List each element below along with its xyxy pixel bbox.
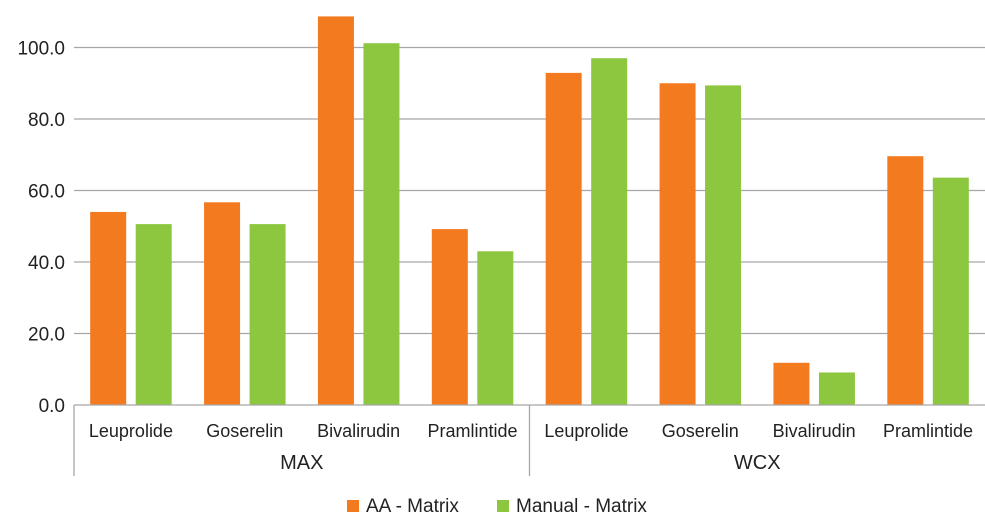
legend: AA - Matrix Manual - Matrix — [347, 496, 647, 517]
x-group-label: WCX — [734, 452, 781, 474]
bar-aa-matrix-max-pramlintide — [431, 229, 468, 405]
y-tick-label: 100.0 — [17, 39, 65, 60]
legend-label: Manual - Matrix — [516, 496, 647, 517]
bar-aa-matrix-wcx-leuprolide — [545, 72, 582, 405]
category-labels: Leuprolide Goserelin Bivalirudin Pramlintid… — [89, 421, 973, 441]
bar-aa-matrix-wcx-bivalirudin — [773, 362, 810, 405]
x-category-label: Pramlintide — [883, 421, 973, 441]
y-tick-label: 40.0 — [28, 253, 65, 274]
x-category-label: Goserelin — [662, 421, 739, 441]
x-category-label: Goserelin — [206, 421, 283, 441]
group-labels: MAX WCX — [280, 452, 781, 474]
bar-manual-matrix-wcx-pramlintide — [932, 177, 969, 405]
y-tick-label: 80.0 — [28, 110, 65, 131]
x-axis — [73, 404, 985, 476]
bar-manual-matrix-max-goserelin — [249, 224, 286, 405]
legend-swatch — [497, 500, 509, 512]
bar-aa-matrix-wcx-goserelin — [659, 83, 696, 405]
x-group-label: MAX — [280, 452, 323, 474]
legend-swatch — [347, 500, 359, 512]
bar-manual-matrix-max-pramlintide — [477, 251, 514, 405]
bar-manual-matrix-max-bivalirudin — [363, 43, 400, 406]
x-category-label: Leuprolide — [89, 421, 173, 441]
y-tick-label: 0.0 — [39, 396, 65, 417]
bar-manual-matrix-max-leuprolide — [135, 224, 172, 405]
bar-manual-matrix-wcx-bivalirudin — [818, 372, 855, 405]
y-tick-label: 60.0 — [28, 182, 65, 203]
bar-manual-matrix-wcx-goserelin — [705, 85, 742, 406]
x-category-label: Bivalirudin — [317, 421, 400, 441]
bar-aa-matrix-max-leuprolide — [90, 211, 127, 405]
x-category-label: Bivalirudin — [773, 421, 856, 441]
bar-manual-matrix-wcx-leuprolide — [591, 58, 628, 405]
legend-label: AA - Matrix — [366, 496, 459, 517]
x-category-label: Pramlintide — [428, 421, 518, 441]
bars — [90, 16, 969, 406]
bar-aa-matrix-max-bivalirudin — [317, 16, 354, 406]
bar-aa-matrix-max-goserelin — [204, 202, 241, 405]
y-axis-ticks: 0.0 20.0 40.0 60.0 80.0 100.0 — [17, 39, 65, 418]
x-category-label: Leuprolide — [544, 421, 628, 441]
y-tick-label: 20.0 — [28, 325, 65, 346]
bar-aa-matrix-wcx-pramlintide — [887, 156, 924, 405]
